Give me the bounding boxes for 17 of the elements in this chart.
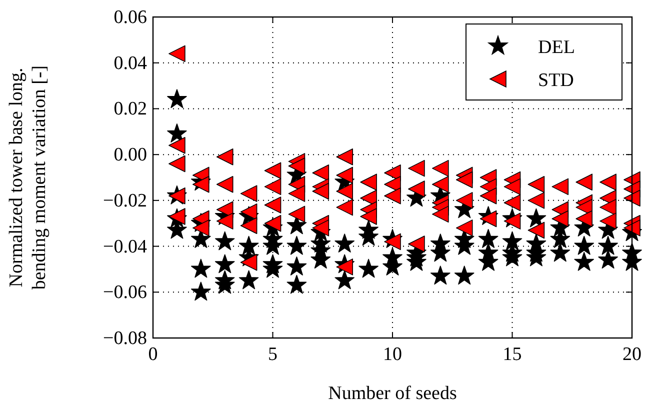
x-tick-label: 5 — [268, 344, 278, 365]
y-tick-label: 0.02 — [114, 98, 147, 120]
legend-label: DEL — [538, 37, 575, 58]
x-tick-label: 15 — [502, 344, 522, 365]
y-tick-label: −0.08 — [103, 328, 147, 349]
y-tick-label: −0.02 — [103, 190, 147, 212]
x-tick-label: 10 — [383, 344, 402, 365]
y-tick-label: 0.06 — [114, 7, 147, 28]
y-tick-label: 0.00 — [114, 144, 147, 166]
y-axis-title: Normalized tower base long. bending moment variation [-] — [6, 65, 50, 290]
legend-label: STD — [538, 70, 574, 91]
x-axis-title: Number of seeds — [328, 383, 457, 404]
y-tick-label: 0.04 — [114, 52, 148, 74]
x-tick-label: 20 — [622, 344, 642, 365]
y-tick-label: −0.04 — [103, 236, 148, 258]
x-tick-label: 0 — [148, 344, 158, 365]
y-tick-label: −0.06 — [103, 282, 147, 304]
